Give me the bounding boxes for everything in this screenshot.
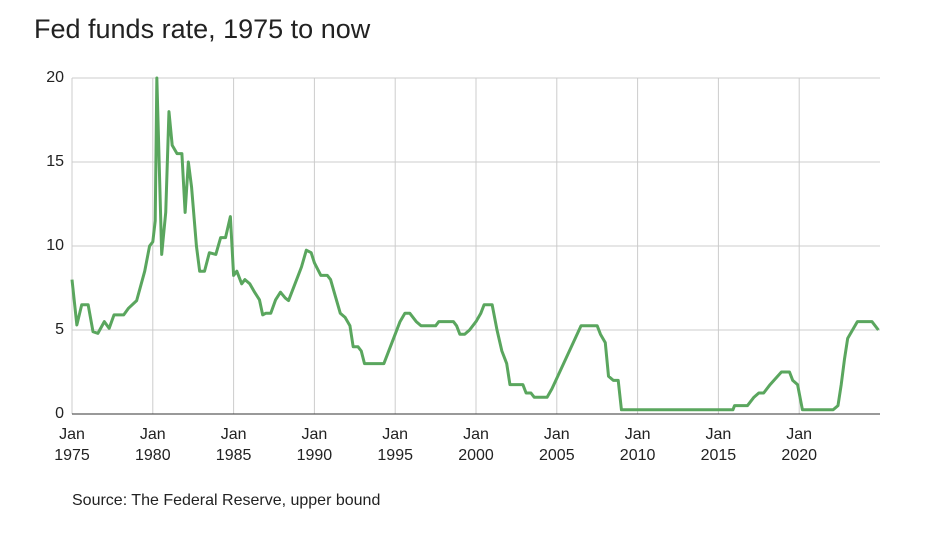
x-tick-label: Jan 1995 bbox=[377, 426, 413, 464]
y-tick-label: 0 bbox=[55, 405, 64, 422]
chart-title: Fed funds rate, 1975 to now bbox=[34, 14, 371, 44]
source-note: Source: The Federal Reserve, upper bound bbox=[72, 492, 381, 509]
y-tick-label: 15 bbox=[46, 153, 64, 170]
x-tick-label: Jan 1975 bbox=[54, 426, 90, 464]
y-tick-label: 10 bbox=[46, 237, 64, 254]
y-tick-label: 5 bbox=[55, 321, 64, 338]
x-tick-label: Jan 1990 bbox=[296, 426, 333, 464]
x-tick-label: Jan 1985 bbox=[215, 426, 252, 464]
x-tick-label: Jan 2000 bbox=[458, 426, 494, 464]
x-tick-label: Jan 2015 bbox=[700, 426, 737, 464]
x-tick-label: Jan 1980 bbox=[135, 426, 171, 464]
x-tick-label: Jan 2010 bbox=[619, 426, 656, 464]
y-tick-label: 20 bbox=[46, 69, 64, 86]
x-tick-label: Jan 2005 bbox=[539, 426, 575, 464]
x-tick-label: Jan 2020 bbox=[781, 426, 817, 464]
rate-line bbox=[70, 76, 880, 412]
